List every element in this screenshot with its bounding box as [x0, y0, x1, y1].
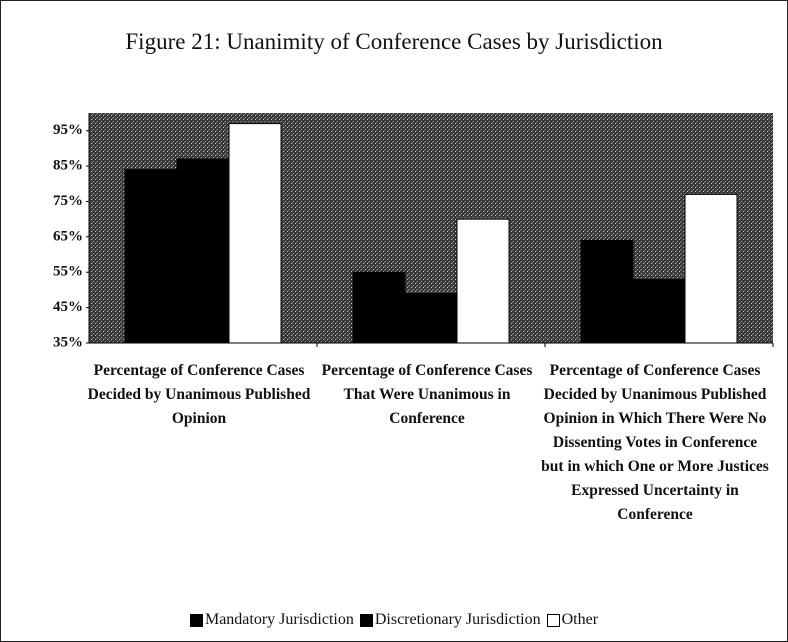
- chart-title: Figure 21: Unanimity of Conference Cases…: [125, 29, 663, 54]
- bar: [684, 193, 738, 344]
- y-tick-label: 45%: [53, 299, 83, 315]
- y-tick-label: 85%: [53, 158, 83, 174]
- legend: Mandatory Jurisdiction Discretionary Juri…: [1, 611, 787, 629]
- chart: 35% 45% 55% 65% 75% 85% 95%: [53, 113, 774, 350]
- legend-item: Discretionary Jurisdiction: [359, 611, 541, 629]
- legend-label: Discretionary Jurisdiction: [374, 611, 541, 628]
- legend-item: Mandatory Jurisdiction: [189, 611, 354, 629]
- y-tick-label: 65%: [53, 228, 83, 244]
- x-tick-label: Percentage of Conference Cases That Were…: [321, 362, 533, 427]
- legend-item: Other: [546, 611, 599, 629]
- bar: [228, 123, 282, 344]
- bar: [456, 218, 510, 344]
- y-tick-label: 95%: [53, 122, 83, 138]
- bar: [352, 271, 406, 344]
- x-tick-label: Percentage of Conference Cases Decided b…: [87, 362, 311, 427]
- bar: [404, 292, 458, 344]
- legend-label: Mandatory Jurisdiction: [204, 611, 354, 628]
- bar: [176, 158, 230, 344]
- bar: [580, 239, 634, 344]
- y-tick-label: 35%: [53, 334, 83, 350]
- y-tick-label: 75%: [53, 193, 83, 209]
- legend-swatch: [546, 613, 560, 627]
- legend-swatch: [359, 613, 373, 627]
- legend-swatch: [189, 613, 203, 627]
- legend-label: Other: [561, 611, 599, 628]
- x-tick-label: Percentage of Conference Cases Decided b…: [541, 362, 769, 523]
- bar: [124, 169, 178, 344]
- y-tick-label: 55%: [53, 264, 83, 280]
- bar: [632, 278, 686, 344]
